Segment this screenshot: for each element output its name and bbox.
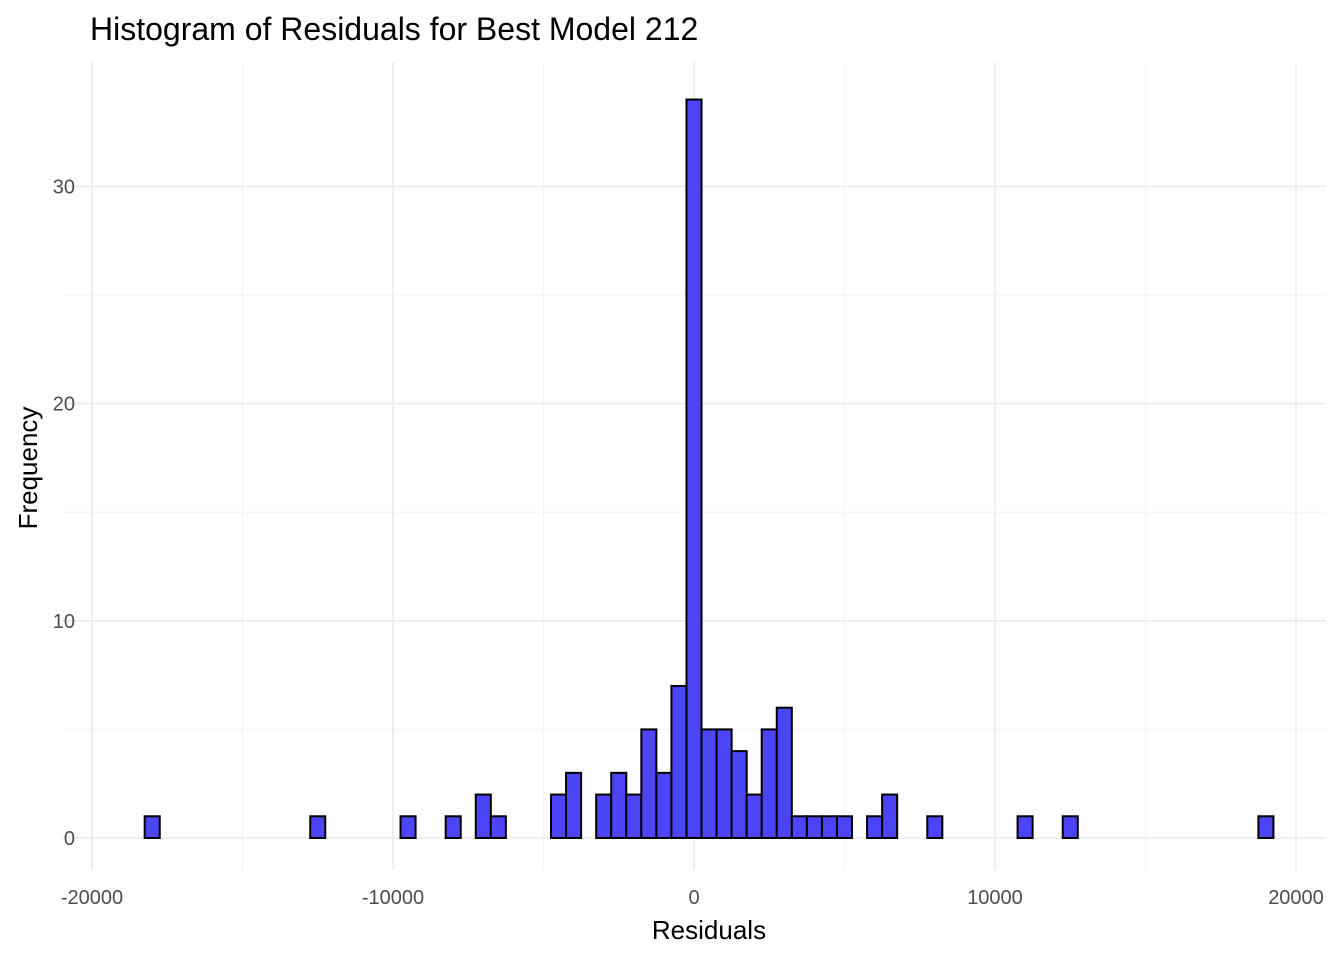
histogram-bar: [1061, 815, 1079, 840]
histogram-bar: [399, 815, 417, 840]
histogram-bar: [143, 815, 161, 840]
x-axis-title: Residuals: [652, 915, 766, 945]
histogram-bar: [309, 815, 327, 840]
histogram-bar: [820, 815, 838, 840]
histogram-bar: [625, 793, 643, 839]
y-axis-title: Frequency: [13, 407, 43, 530]
histogram-bar: [775, 706, 793, 839]
y-axis-ticks: 0 10 20 30: [53, 176, 75, 850]
histogram-bar: [610, 771, 628, 840]
histogram-bar: [595, 793, 613, 839]
x-tick-label: 0: [688, 887, 699, 909]
histogram-bars: [143, 98, 1275, 840]
x-tick-label: 10000: [967, 887, 1023, 909]
histogram-bar: [474, 793, 492, 839]
histogram-bar: [835, 815, 854, 840]
histogram-bar: [715, 728, 733, 840]
histogram-bar: [730, 750, 748, 839]
y-tick-label: 20: [53, 394, 75, 416]
histogram-bar: [640, 728, 658, 840]
histogram-bar: [1257, 815, 1275, 840]
histogram-bar: [700, 728, 718, 840]
histogram-bar: [805, 815, 823, 840]
histogram-bar: [760, 728, 778, 840]
x-tick-label: -10000: [362, 887, 424, 909]
histogram-bar: [444, 815, 462, 840]
y-tick-label: 0: [64, 828, 75, 850]
x-tick-label: -20000: [61, 887, 123, 909]
histogram-bar: [550, 793, 568, 839]
histogram-bar: [685, 98, 703, 839]
histogram-bar: [881, 793, 899, 839]
histogram-bar: [790, 815, 808, 840]
histogram-bar: [866, 815, 884, 840]
histogram-bar: [745, 793, 763, 839]
histogram-bar: [565, 771, 583, 840]
x-tick-label: 20000: [1268, 887, 1324, 909]
histogram-bar: [1016, 815, 1034, 840]
histogram-bar: [926, 815, 944, 840]
histogram-bar: [655, 771, 673, 840]
x-axis-ticks: -20000 -10000 0 10000 20000: [61, 887, 1324, 909]
histogram-bar: [489, 815, 507, 840]
y-tick-label: 30: [53, 176, 75, 198]
chart-title: Histogram of Residuals for Best Model 21…: [90, 11, 698, 47]
histogram-bar: [670, 684, 688, 840]
y-tick-label: 10: [53, 611, 75, 633]
